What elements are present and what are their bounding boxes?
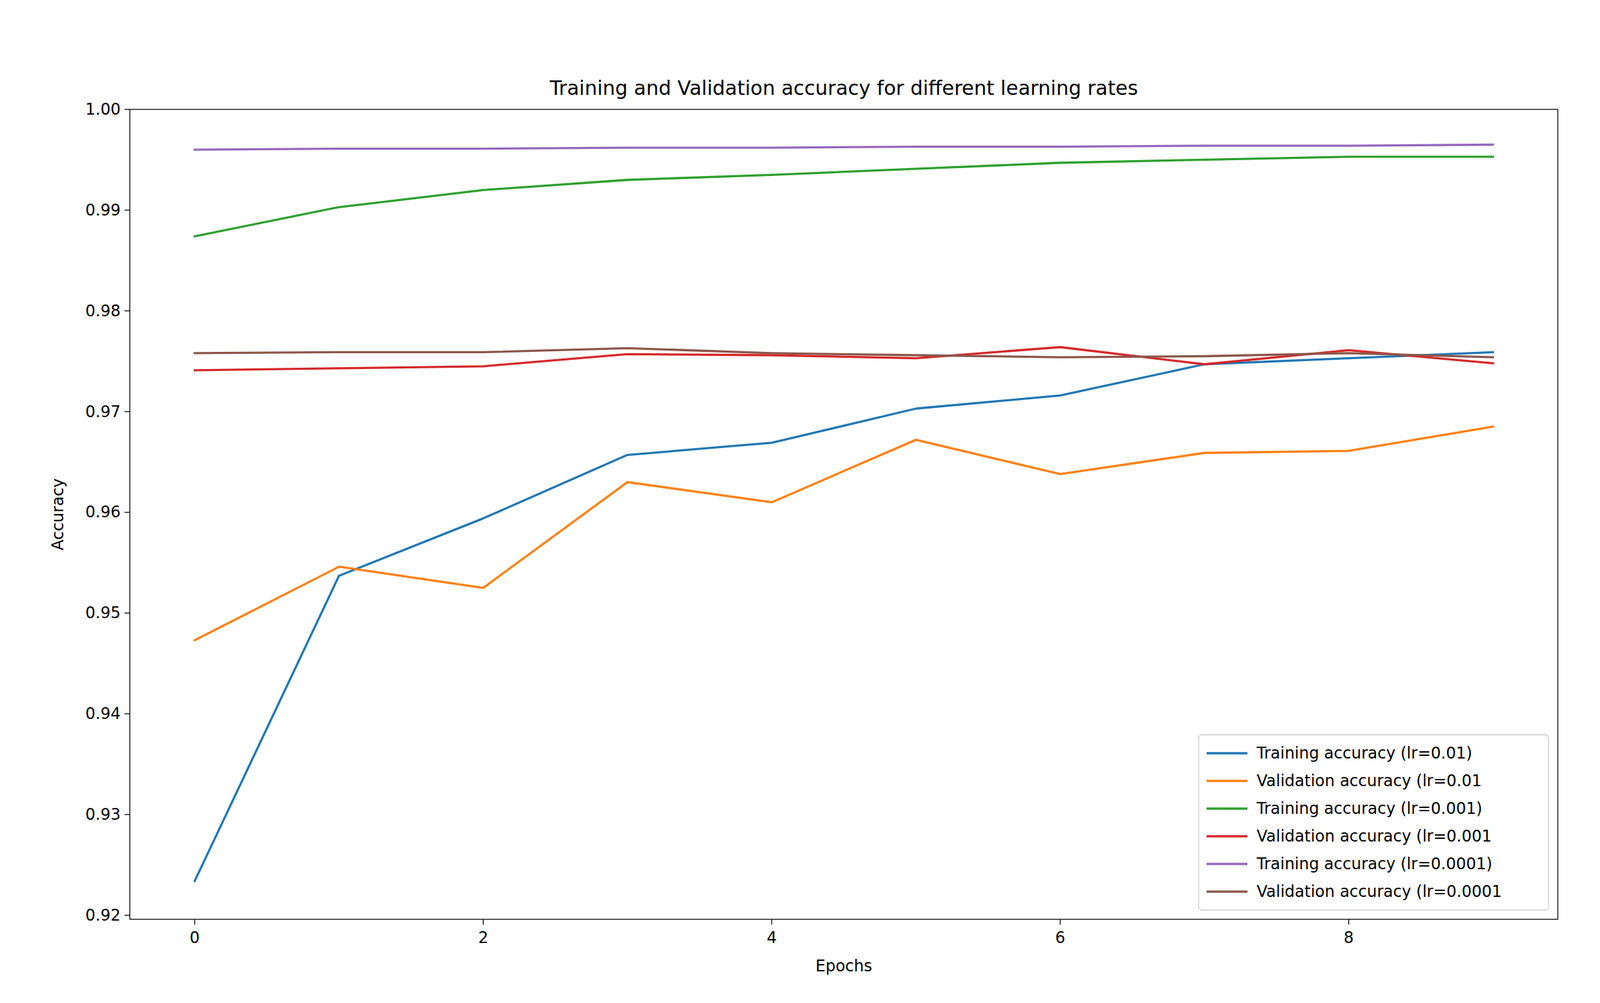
legend-label: Training accuracy (lr=0.001) <box>1256 799 1483 818</box>
y-tick-label: 0.99 <box>85 200 121 220</box>
x-tick <box>1059 919 1061 925</box>
y-tick <box>124 108 130 110</box>
y-tick <box>124 813 130 815</box>
series-line <box>195 347 1494 358</box>
legend-swatch <box>1206 807 1248 810</box>
legend: Training accuracy (lr=0.01) Validation ac… <box>1198 734 1549 911</box>
title: Training and Validation accuracy for dif… <box>548 76 1139 100</box>
legend-swatch <box>1206 751 1248 754</box>
x-axis-label: Epochs <box>815 956 873 976</box>
y-axis-label: Accuracy <box>48 478 68 551</box>
plot-frame <box>129 109 1558 920</box>
chart: Training and Validation accuracy for dif… <box>0 0 1600 1003</box>
series-line <box>195 351 1494 882</box>
y-tick <box>124 612 130 614</box>
legend-swatch <box>1206 779 1248 782</box>
legend-label: Training accuracy (lr=0.0001) <box>1256 854 1493 874</box>
series-line <box>195 156 1494 237</box>
x-tick-label: 2 <box>478 928 489 947</box>
y-tick-label: 0.93 <box>85 805 121 824</box>
series-line <box>195 427 1494 641</box>
y-tick-label: 0.98 <box>85 301 121 321</box>
y-tick-label: 0.97 <box>85 402 121 422</box>
legend-label: Training accuracy (lr=0.01) <box>1256 743 1473 763</box>
x-tick-label: 6 <box>1055 928 1065 947</box>
y-tick <box>124 411 130 412</box>
y-tick-label: 0.96 <box>85 502 121 522</box>
x-tick <box>483 919 484 925</box>
y-tick <box>124 713 130 715</box>
x-tick <box>1348 919 1349 925</box>
x-tick-label: 4 <box>766 928 777 947</box>
y-tick-label: 0.94 <box>85 704 121 723</box>
x-tick <box>194 919 196 925</box>
x-tick <box>771 919 772 925</box>
legend-label: Validation accuracy (lr=0.0001 <box>1256 882 1502 901</box>
legend-label: Validation accuracy (lr=0.001 <box>1256 827 1492 846</box>
legend-label: Validation accuracy (lr=0.01 <box>1256 771 1483 791</box>
y-tick <box>124 914 130 916</box>
series-line <box>195 347 1494 371</box>
x-tick-label: 8 <box>1343 928 1354 947</box>
y-tick-label: 1.00 <box>85 100 121 119</box>
legend-box <box>1198 734 1549 911</box>
y-tick-label: 0.92 <box>85 906 121 925</box>
legend-swatch <box>1206 834 1248 837</box>
y-tick-label: 0.95 <box>85 603 121 623</box>
y-tick <box>124 512 130 513</box>
background <box>0 0 1600 1003</box>
legend-swatch <box>1206 862 1248 865</box>
y-tick <box>124 209 130 211</box>
legend-swatch <box>1206 890 1248 893</box>
series-line <box>195 144 1494 151</box>
y-tick <box>124 310 130 312</box>
x-tick-label: 0 <box>189 928 200 947</box>
